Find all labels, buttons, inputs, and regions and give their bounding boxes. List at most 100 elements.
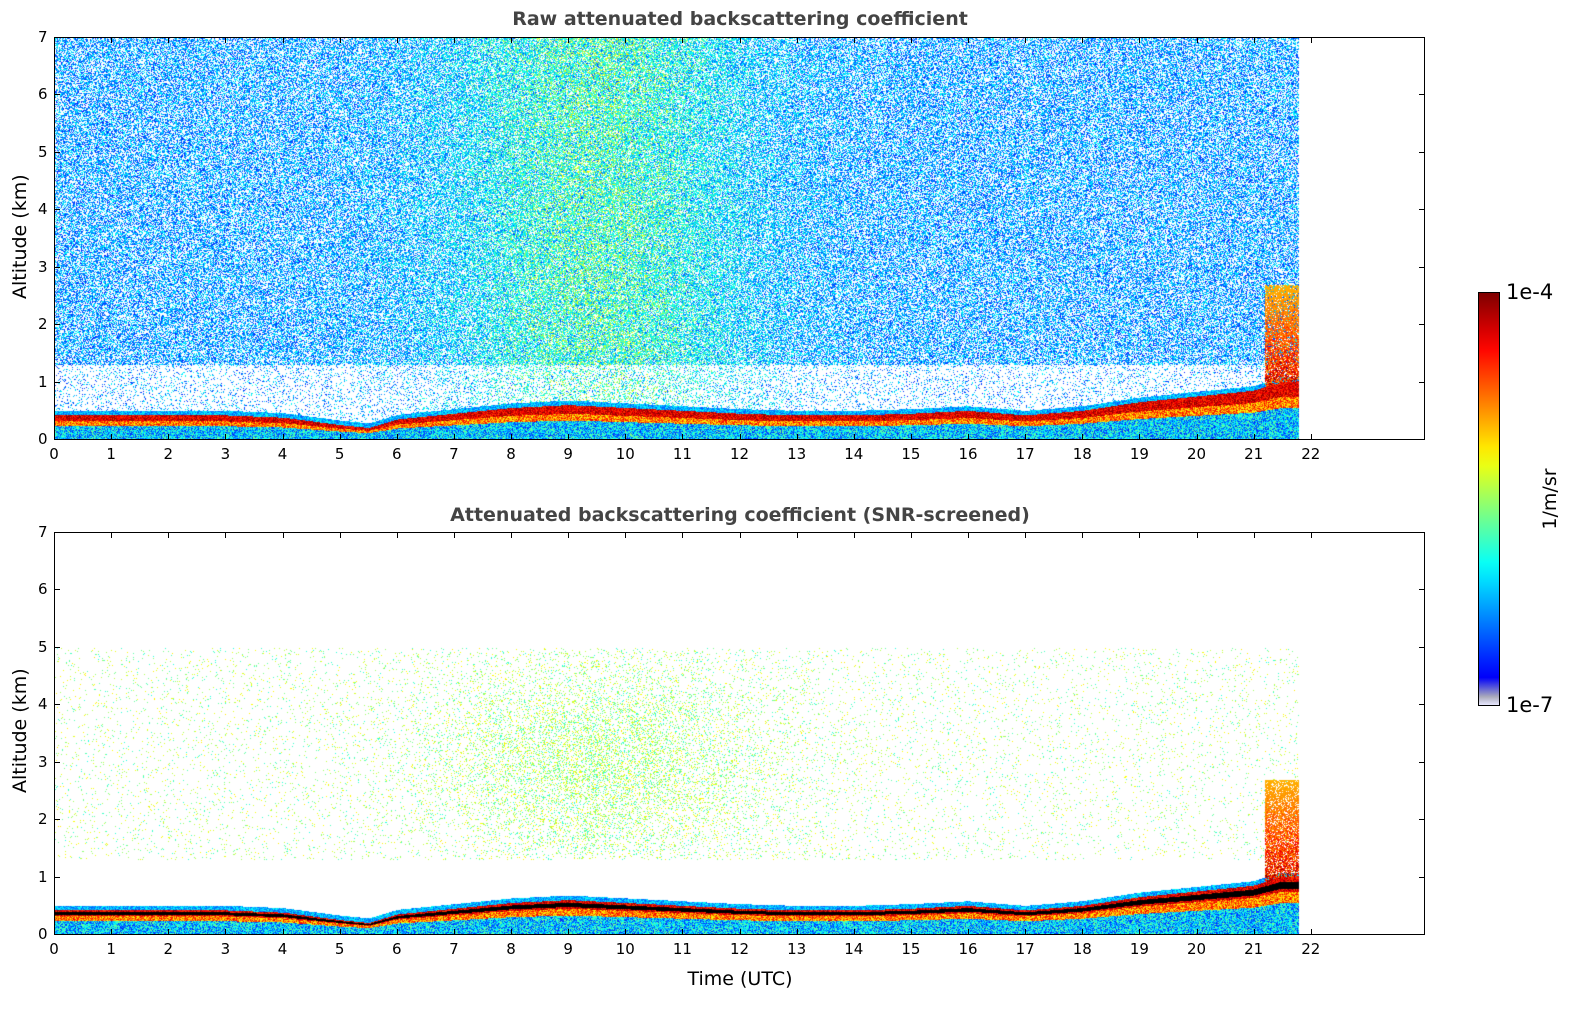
colorbar-max-label: 1e-4 [1506, 280, 1554, 304]
y-tick-mark [54, 324, 60, 326]
y-tick-mark [1419, 819, 1425, 821]
x-tick-mark [739, 37, 741, 43]
x-tick-mark [1025, 37, 1027, 43]
x-tick-mark [511, 532, 512, 538]
x-tick-mark [796, 929, 798, 935]
plot2-ylabel: Altitude (km) [9, 668, 31, 793]
y-tick-mark [1419, 934, 1425, 935]
x-tick-mark [853, 532, 855, 538]
x-tick-mark [511, 37, 512, 43]
y-tick-mark [1419, 589, 1425, 591]
x-tick-mark [168, 532, 170, 538]
y-tick-label: 2 [38, 810, 48, 829]
x-tick-label: 19 [1129, 940, 1149, 958]
x-tick-label: 2 [163, 940, 174, 958]
x-tick-mark [453, 434, 455, 440]
x-tick-mark [796, 434, 798, 440]
x-tick-label: 4 [277, 940, 288, 958]
y-tick-mark [54, 532, 60, 533]
x-tick-label: 12 [729, 940, 750, 958]
x-tick-mark [282, 37, 284, 43]
x-tick-label: 20 [1186, 445, 1207, 463]
x-tick-label: 21 [1244, 940, 1264, 958]
y-tick-label: 1 [38, 372, 48, 391]
y-tick-label: 6 [38, 85, 48, 104]
y-tick-label: 1 [38, 867, 48, 886]
x-tick-mark [54, 434, 55, 440]
x-tick-mark [968, 434, 969, 440]
plot2-title: Attenuated backscattering coefficient (S… [450, 504, 1030, 526]
x-tick-mark [1025, 532, 1027, 538]
y-tick-mark [54, 646, 60, 648]
x-tick-label: 17 [1015, 940, 1035, 958]
x-tick-mark [1196, 929, 1198, 935]
y-tick-label: 5 [38, 142, 48, 161]
x-tick-label: 12 [729, 445, 750, 463]
x-tick-mark [739, 434, 741, 440]
x-tick-mark [1253, 37, 1255, 43]
x-tick-label: 11 [672, 940, 692, 958]
x-tick-mark [1139, 929, 1141, 935]
colorbar [1478, 292, 1500, 706]
y-tick-mark [54, 439, 60, 440]
plot2-xlabel: Time (UTC) [687, 968, 793, 990]
x-tick-mark [1310, 434, 1312, 440]
x-tick-mark [111, 434, 113, 440]
x-tick-label: 5 [334, 940, 345, 958]
plot1-raw-backscatter [54, 37, 1425, 440]
x-tick-mark [568, 532, 570, 538]
colorbar-min-label: 1e-7 [1506, 693, 1554, 717]
x-tick-mark [682, 37, 684, 43]
x-tick-mark [339, 532, 341, 538]
x-tick-mark [1082, 532, 1084, 538]
x-tick-label: 1 [106, 445, 116, 463]
x-tick-mark [568, 434, 570, 440]
y-tick-mark [1419, 266, 1425, 268]
x-tick-mark [111, 929, 113, 935]
x-tick-mark [1310, 929, 1312, 935]
x-tick-mark [168, 434, 170, 440]
x-tick-label: 13 [787, 445, 807, 463]
x-tick-mark [568, 929, 570, 935]
x-tick-mark [511, 434, 512, 440]
x-tick-mark [111, 532, 113, 538]
y-tick-mark [1419, 761, 1425, 763]
y-tick-mark [1419, 324, 1425, 326]
y-tick-label: 0 [38, 430, 48, 448]
y-tick-label: 3 [38, 257, 48, 276]
x-tick-mark [453, 37, 455, 43]
y-tick-mark [54, 589, 60, 591]
x-tick-mark [625, 929, 627, 935]
x-tick-label: 2 [163, 445, 174, 463]
x-tick-mark [282, 929, 284, 935]
x-tick-label: 6 [391, 445, 402, 463]
x-tick-mark [54, 37, 55, 43]
y-tick-mark [1419, 381, 1425, 383]
x-tick-mark [225, 929, 227, 935]
y-tick-mark [1419, 37, 1425, 38]
y-tick-mark [54, 37, 60, 38]
x-tick-mark [910, 37, 912, 43]
x-tick-mark [225, 434, 227, 440]
y-tick-label: 2 [38, 315, 48, 334]
x-tick-label: 22 [1301, 445, 1321, 463]
x-tick-mark [1196, 532, 1198, 538]
y-tick-mark [1419, 439, 1425, 440]
x-tick-mark [54, 532, 55, 538]
x-tick-label: 13 [787, 940, 807, 958]
x-tick-label: 14 [844, 940, 864, 958]
x-tick-label: 15 [901, 445, 921, 463]
x-tick-label: 18 [1072, 445, 1092, 463]
x-tick-mark [625, 434, 627, 440]
x-tick-label: 8 [506, 940, 516, 958]
y-tick-label: 7 [38, 523, 48, 541]
y-tick-mark [54, 94, 60, 96]
x-tick-label: 6 [391, 940, 402, 958]
x-tick-mark [111, 37, 113, 43]
x-tick-mark [910, 929, 912, 935]
y-tick-label: 5 [38, 637, 48, 656]
x-tick-label: 11 [672, 445, 692, 463]
colorbar-label: 1/m/sr [1539, 468, 1561, 530]
x-tick-mark [1082, 929, 1084, 935]
x-tick-mark [339, 929, 341, 935]
